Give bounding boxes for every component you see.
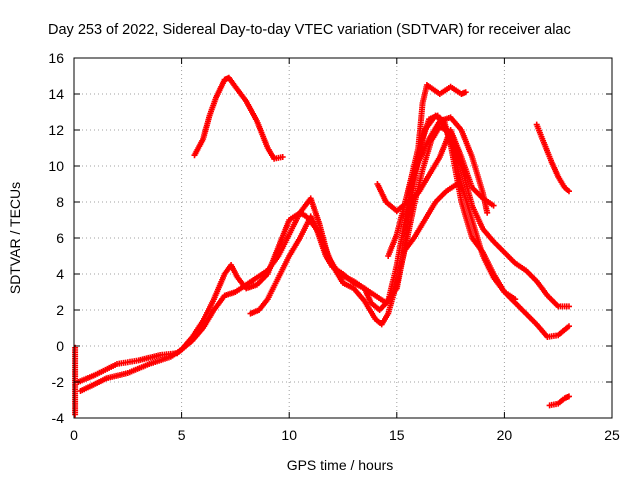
y-tick-label: 8: [56, 194, 64, 210]
y-tick-label: 16: [48, 50, 64, 66]
x-tick-label: 0: [70, 427, 78, 443]
x-tick-label: 25: [604, 427, 620, 443]
y-tick-label: 2: [56, 302, 64, 318]
y-tick-label: 10: [48, 158, 64, 174]
y-tick-label: -4: [52, 410, 65, 426]
data-series: [72, 74, 572, 418]
series-track-05: [247, 112, 519, 317]
y-tick-label: 0: [56, 338, 64, 354]
series-track-08: [404, 114, 491, 216]
series-track-11: [546, 393, 572, 409]
y-axis-label: SDTVAR / TECUs: [7, 182, 23, 294]
x-tick-label: 15: [389, 427, 405, 443]
series-track-09: [400, 181, 461, 256]
series-track-01: [72, 344, 79, 418]
y-tick-label: 6: [56, 230, 64, 246]
series-track-10: [533, 121, 572, 195]
x-tick-label: 20: [497, 427, 513, 443]
axis-ticks: 0 5 10 15 20 25 -4 -2 0 2 4 6 8 10 12 14 16: [48, 50, 620, 443]
marker-trail-track-04: [191, 74, 286, 162]
series-track-04: [191, 74, 286, 162]
x-tick-label: 10: [281, 427, 297, 443]
marker-trail-track-11: [546, 393, 572, 409]
x-tick-label: 5: [178, 427, 186, 443]
x-axis-label: GPS time / hours: [287, 457, 394, 473]
marker-trail-track-03: [77, 123, 572, 394]
series-track-03: [77, 123, 572, 394]
marker-trail-track-10: [533, 121, 572, 195]
y-tick-label: -2: [52, 374, 65, 390]
y-tick-label: 4: [56, 266, 64, 282]
y-tick-label: 12: [48, 122, 64, 138]
chart-title: Day 253 of 2022, Sidereal Day-to-day VTE…: [48, 22, 571, 38]
y-tick-label: 14: [48, 86, 64, 102]
